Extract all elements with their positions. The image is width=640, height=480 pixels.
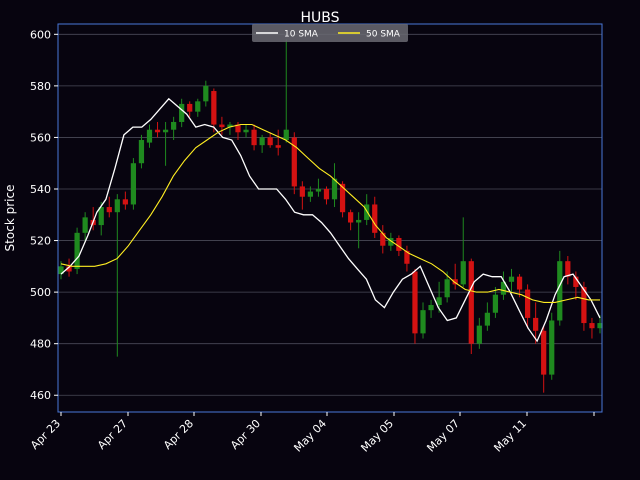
candle-body (187, 103, 193, 112)
candle-body (380, 232, 386, 246)
candle-body (251, 129, 257, 146)
x-axis-ticks: Apr 23 Apr 27 Apr 28 Apr 30 May 04 May 05 May … (28, 412, 595, 455)
candle-body (243, 129, 249, 133)
candle-body (364, 204, 370, 220)
candle-body (347, 212, 354, 223)
candle-body (396, 237, 402, 251)
candle-body (162, 129, 169, 133)
y-tick-label: 480 (30, 338, 51, 351)
candle-body (372, 204, 378, 233)
x-tick-label: Apr 27 (95, 417, 130, 452)
legend: 10 SMA 50 SMA (252, 24, 408, 42)
candle-body (138, 140, 145, 164)
candle-body (565, 261, 571, 277)
candle-body (146, 129, 153, 143)
candle-body (557, 261, 563, 321)
legend-label-sma50: 50 SMA (366, 30, 401, 40)
candle-body (203, 85, 209, 102)
legend-label-sma10: 10 SMA (284, 30, 319, 40)
y-tick-label: 580 (30, 80, 51, 93)
y-axis-label: Stock price (3, 185, 17, 252)
axes-border (57, 23, 603, 413)
candle-body (154, 129, 161, 133)
candle-body (259, 137, 265, 146)
candle-body (420, 310, 426, 334)
candle-body (122, 199, 128, 205)
candle-body (130, 163, 137, 205)
candle-body (331, 178, 338, 200)
candle-body (508, 276, 515, 282)
candle-body (460, 261, 466, 285)
candle-body (492, 294, 499, 313)
candle-body (500, 281, 507, 295)
x-tick-label: May 11 (491, 417, 529, 455)
candle-body (267, 137, 273, 146)
x-tick-label: May 05 (358, 417, 396, 455)
candle-body (404, 250, 410, 264)
y-tick-label: 520 (30, 235, 51, 248)
candle-body (275, 145, 281, 148)
x-tick-label: Apr 28 (161, 417, 196, 452)
candle-body (452, 279, 458, 285)
candle-body (211, 91, 217, 125)
x-tick-label: Apr 30 (228, 417, 263, 452)
sma50-line (60, 123, 600, 303)
candle-body (219, 124, 225, 128)
gridlines (58, 33, 602, 396)
candle-body (235, 124, 241, 133)
y-axis-ticks: 460 480 500 520 540 560 580 600 (30, 28, 58, 402)
candle-body (291, 137, 297, 187)
y-tick-label: 600 (30, 28, 51, 41)
candle-body (597, 323, 603, 329)
x-tick-label: Apr 23 (28, 417, 63, 452)
candle-body (436, 297, 442, 306)
candle-body (227, 124, 233, 128)
candle-body (581, 286, 587, 324)
candle-body (66, 266, 72, 272)
candlesticks (58, 39, 603, 393)
candle-body (444, 279, 450, 298)
candle-body (356, 219, 362, 223)
candle-body (106, 207, 112, 213)
candle-body (114, 199, 120, 213)
candle-body (323, 188, 330, 200)
candle-body (428, 305, 434, 311)
candle-body (98, 207, 104, 226)
x-tick-label: May 07 (424, 417, 462, 455)
candle-body (307, 191, 314, 197)
candle-body (283, 129, 289, 141)
chart-title: HUBS (300, 10, 339, 26)
candle-body (484, 312, 490, 326)
legend-box (252, 24, 408, 42)
candle-body (573, 276, 579, 287)
candle-body (74, 232, 80, 269)
candle-body (533, 317, 539, 331)
candle-body (549, 320, 555, 375)
y-tick-label: 500 (30, 286, 51, 299)
candle-body (388, 237, 394, 246)
x-tick-label: May 04 (291, 417, 329, 455)
candle-body (171, 121, 177, 130)
candle-body (339, 183, 346, 213)
candle-body (315, 188, 322, 192)
y-tick-label: 560 (30, 131, 51, 144)
y-tick-label: 540 (30, 183, 51, 196)
candle-body (179, 103, 185, 122)
candle-body (476, 325, 482, 344)
candle-body (516, 276, 523, 290)
sma-lines (60, 97, 601, 343)
candle-body (82, 217, 88, 233)
candle-body (299, 186, 305, 197)
candle-body (412, 271, 418, 334)
candle-body (589, 323, 595, 329)
candle-body (541, 330, 547, 375)
y-tick-label: 460 (30, 389, 51, 402)
candle-body (524, 289, 531, 318)
candle-body (195, 101, 201, 112)
candle-body (58, 266, 64, 275)
candle-body (468, 261, 474, 344)
